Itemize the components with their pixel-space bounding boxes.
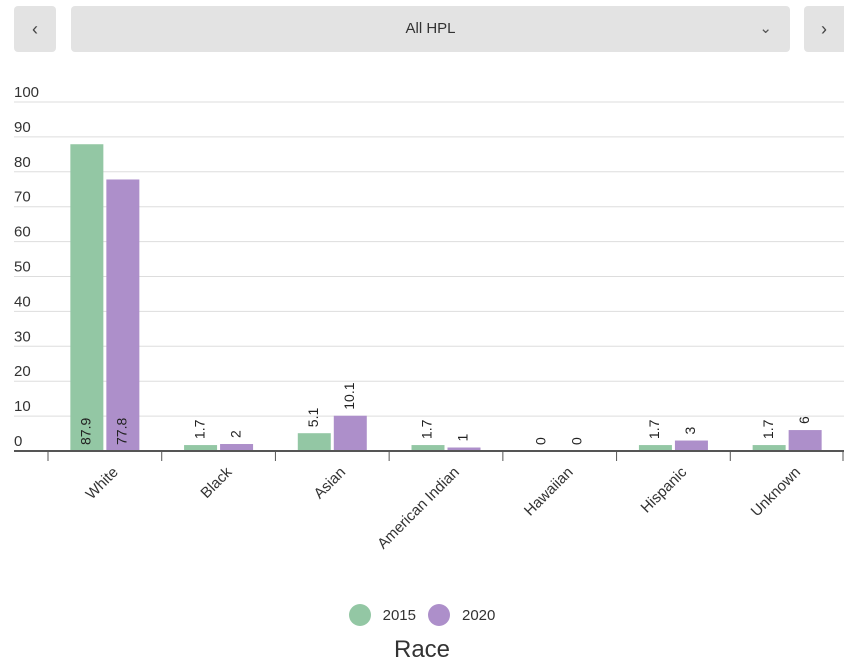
- data-label: 3: [682, 427, 698, 435]
- data-label: 1.7: [646, 419, 662, 439]
- bar-2015-hispanic: [638, 445, 672, 451]
- dropdown-selected-value: All HPL: [405, 20, 456, 37]
- legend-label-2020: 2020: [462, 606, 496, 624]
- x-tick-label: Unknown: [748, 464, 804, 520]
- data-label: 1.7: [419, 419, 435, 439]
- previous-button[interactable]: ‹: [14, 6, 56, 52]
- y-tick-label: 50: [14, 259, 31, 276]
- x-tick-label: White: [83, 464, 122, 503]
- y-tick-label: 10: [14, 398, 31, 415]
- bar-2020-american-indian: [447, 447, 481, 451]
- legend-swatch-2020: [428, 604, 450, 626]
- legend: 2015 2020: [0, 604, 844, 626]
- legend-item-2020[interactable]: 2020: [428, 604, 495, 626]
- data-label: 1.7: [760, 419, 776, 439]
- legend-item-2015[interactable]: 2015: [348, 604, 416, 626]
- data-label: 87.9: [78, 418, 94, 445]
- y-tick-label: 100: [14, 84, 39, 101]
- x-axis-title: Race: [393, 636, 451, 663]
- legend-label-2015: 2015: [382, 606, 416, 624]
- bar-2015-unknown: [752, 445, 786, 451]
- data-label: 6: [796, 416, 812, 424]
- data-label: 77.8: [114, 418, 130, 445]
- data-label: 0: [532, 437, 548, 445]
- y-tick-label: 0: [14, 433, 22, 450]
- y-tick-label: 40: [14, 293, 31, 310]
- bar-2015-white: [70, 144, 104, 451]
- x-tick-label: Hawaiian: [521, 464, 577, 520]
- x-tick-label: Hispanic: [638, 463, 691, 516]
- data-label: 2: [227, 430, 243, 438]
- bar-2020-hispanic: [674, 440, 708, 451]
- data-label: 0: [568, 437, 584, 445]
- bar-2015-black: [184, 445, 218, 451]
- filter-dropdown[interactable]: All HPL ⌄: [71, 6, 790, 52]
- y-tick-label: 90: [14, 119, 31, 136]
- chevron-right-icon: ›: [821, 18, 827, 39]
- data-label: 5.1: [305, 408, 321, 428]
- y-tick-label: 20: [14, 363, 31, 380]
- x-tick-label: American Indian: [374, 464, 463, 553]
- data-label: 10.1: [341, 382, 357, 409]
- bar-2015-american-indian: [411, 445, 445, 451]
- x-tick-label: Asian: [311, 464, 350, 503]
- y-tick-label: 60: [14, 224, 31, 241]
- data-label: 1: [455, 434, 471, 442]
- chevron-down-icon: ⌄: [759, 20, 772, 37]
- chevron-left-icon: ‹: [32, 18, 38, 39]
- bar-2020-asian: [333, 415, 367, 451]
- bar-2015-asian: [297, 433, 331, 451]
- bar-2020-unknown: [788, 430, 822, 451]
- y-tick-label: 30: [14, 328, 31, 345]
- y-tick-label: 80: [14, 154, 31, 171]
- data-label: 1.7: [191, 419, 207, 439]
- x-tick-label: Black: [197, 463, 235, 501]
- next-button[interactable]: ›: [804, 6, 844, 52]
- y-tick-label: 70: [14, 189, 31, 206]
- bar-2020-white: [106, 179, 140, 451]
- bar-2020-black: [220, 444, 254, 451]
- legend-swatch-2015: [348, 604, 371, 626]
